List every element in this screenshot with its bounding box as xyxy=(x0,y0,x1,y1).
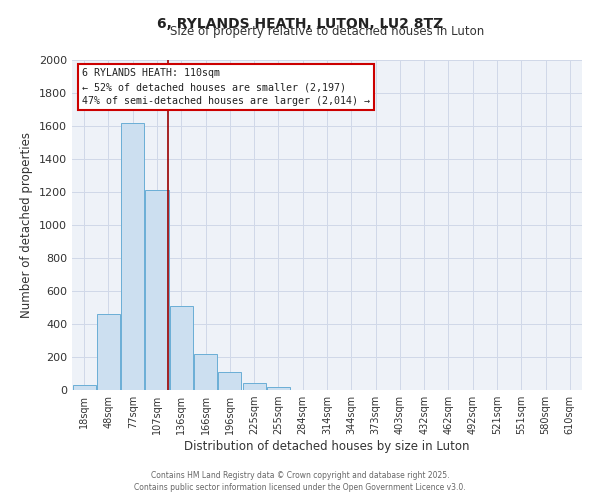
Bar xyxy=(242,382,266,390)
Y-axis label: Number of detached properties: Number of detached properties xyxy=(20,132,34,318)
Bar xyxy=(73,385,95,390)
Bar xyxy=(97,314,120,390)
Text: 6, RYLANDS HEATH, LUTON, LU2 8TZ: 6, RYLANDS HEATH, LUTON, LU2 8TZ xyxy=(157,18,443,32)
Text: Contains HM Land Registry data © Crown copyright and database right 2025.
Contai: Contains HM Land Registry data © Crown c… xyxy=(134,471,466,492)
Bar xyxy=(170,306,193,390)
Title: Size of property relative to detached houses in Luton: Size of property relative to detached ho… xyxy=(170,25,484,38)
Bar xyxy=(121,122,144,390)
Bar xyxy=(218,372,241,390)
Bar xyxy=(145,190,169,390)
Text: 6 RYLANDS HEATH: 110sqm
← 52% of detached houses are smaller (2,197)
47% of semi: 6 RYLANDS HEATH: 110sqm ← 52% of detache… xyxy=(82,68,370,106)
Bar xyxy=(267,386,290,390)
Bar xyxy=(194,354,217,390)
X-axis label: Distribution of detached houses by size in Luton: Distribution of detached houses by size … xyxy=(184,440,470,453)
